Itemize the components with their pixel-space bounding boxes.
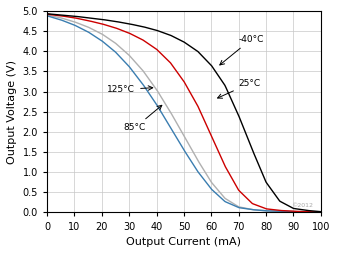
Y-axis label: Output Voltage (V): Output Voltage (V) [7,60,17,164]
Text: 25°C: 25°C [218,79,261,98]
Text: ©2012: ©2012 [290,203,313,209]
X-axis label: Output Current (mA): Output Current (mA) [126,237,241,247]
Text: -40°C: -40°C [220,35,264,65]
Text: 85°C: 85°C [124,105,162,132]
Text: 125°C: 125°C [107,85,153,94]
